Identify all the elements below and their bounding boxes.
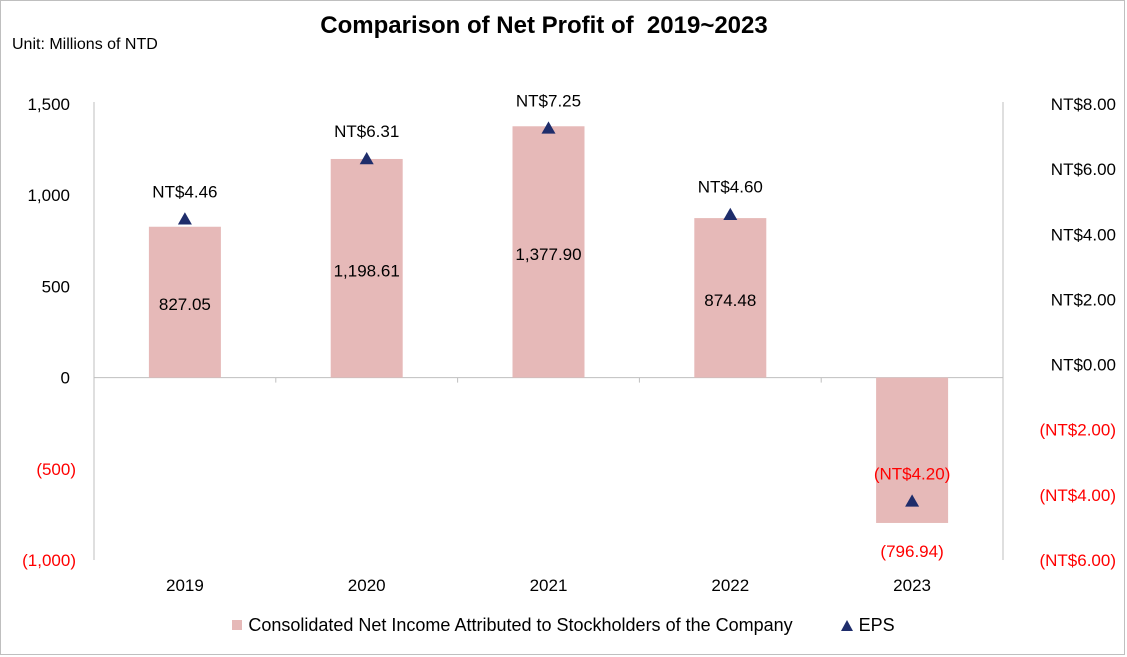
eps-data-label: NT$4.60 [698,178,763,197]
x-category-label: 2020 [348,576,386,595]
right-tick-label: NT$4.00 [1051,225,1116,244]
legend-label-net-income: Consolidated Net Income Attributed to St… [248,614,793,635]
net-income-bar [694,218,767,378]
eps-data-label: NT$6.31 [334,122,399,141]
net-income-data-label: 1,198.61 [334,261,400,280]
legend-item-eps: EPS [840,614,895,636]
eps-marker [359,152,374,165]
left-tick-label: 1,500 [27,95,70,114]
right-tick-label: NT$6.00 [1051,160,1116,179]
right-tick-label: NT$2.00 [1051,290,1116,309]
net-income-bar [512,126,585,378]
eps-marker [905,494,920,507]
left-tick-label: 500 [42,277,70,296]
eps-data-label: NT$4.46 [152,182,217,201]
x-category-label: 2021 [530,576,568,595]
net-income-data-label: (796.94) [880,542,943,561]
eps-marker [177,212,192,225]
net-income-data-label: 1,377.90 [515,245,581,264]
legend-bar-swatch [232,620,243,630]
net-income-data-label: 827.05 [159,295,211,314]
right-tick-label: (NT$4.00) [1039,486,1116,505]
legend-triangle-icon [840,619,853,631]
left-tick-label: 1,000 [27,186,70,205]
x-category-label: 2023 [893,576,931,595]
right-tick-label: (NT$2.00) [1039,421,1116,440]
eps-data-label: NT$7.25 [516,91,581,110]
chart-title: Comparison of Net Profit of 2019~2023 [320,12,768,39]
net-income-data-label: 874.48 [704,291,756,310]
left-tick-label: (1,000) [22,551,76,570]
right-tick-label: NT$0.00 [1051,356,1116,375]
left-tick-label: 0 [61,369,70,388]
net-income-bar [330,158,403,378]
x-category-label: 2019 [166,576,204,595]
left-tick-label: (500) [36,460,76,479]
legend: Consolidated Net Income Attributed to St… [0,612,1127,638]
legend-label-eps: EPS [858,614,895,635]
x-category-label: 2022 [711,576,749,595]
eps-data-label: (NT$4.20) [874,464,951,483]
eps-marker [723,207,738,220]
right-tick-label: NT$8.00 [1051,95,1116,114]
eps-marker [541,121,556,134]
legend-item-net-income: Consolidated Net Income Attributed to St… [232,614,793,636]
right-tick-label: (NT$6.00) [1039,551,1116,570]
unit-label: Unit: Millions of NTD [12,36,158,53]
net-income-bar [148,226,221,378]
